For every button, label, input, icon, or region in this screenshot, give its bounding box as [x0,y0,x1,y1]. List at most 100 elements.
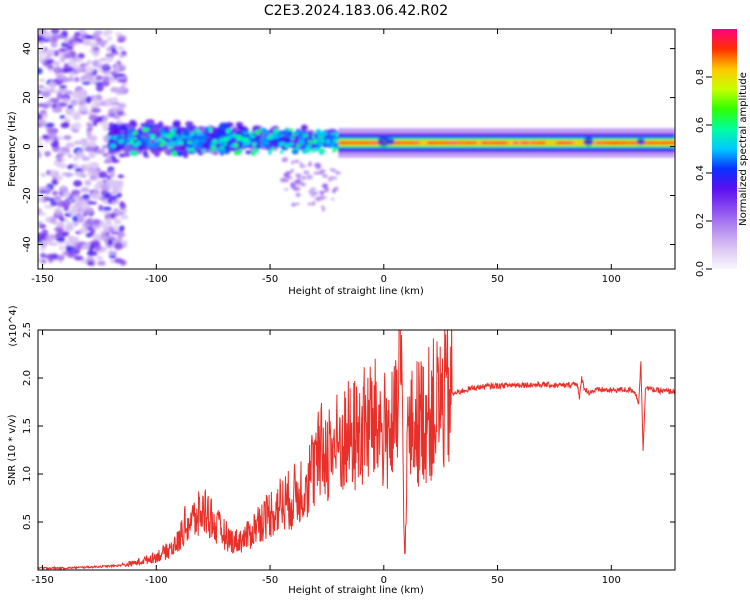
heatmap-cell [55,136,65,140]
heatmap-cell [325,139,331,145]
heatmap-cell [78,104,88,113]
heatmap-cell [110,143,117,149]
heatmap-cell [58,245,66,251]
heatmap-cell [59,102,68,107]
heatmap-cell [316,134,322,137]
heatmap-cell [112,96,119,105]
heatmap-cell [56,255,65,261]
heatmap-cell [98,204,104,212]
heatmap-cell [68,238,76,244]
heatmap-cell [159,143,165,147]
heatmap-cell [73,172,80,176]
heatmap-cell [109,75,115,84]
spectrogram-frame [37,28,676,270]
heatmap-cell [301,175,307,180]
heatmap-cell [321,131,328,137]
heatmap-cell [63,135,72,141]
heatmap-cell [348,141,357,145]
heatmap-cell [320,169,326,173]
heatmap-cell [458,141,469,145]
heatmap-cell [83,38,92,47]
heatmap-cell [66,45,74,51]
heatmap-cell [65,172,73,177]
heatmap-cell [88,151,97,159]
heatmap-cell [69,71,75,78]
heatmap-cell [81,223,91,228]
heatmap-cell [95,255,104,261]
heatmap-cell [80,207,87,215]
heatmap-cell [319,191,325,197]
heatmap-cell [48,88,56,94]
heatmap-cell [179,146,189,151]
heatmap-cell [142,150,148,157]
heatmap-cell [89,41,99,49]
heatmap-cell [56,74,67,81]
heatmap-cell [287,130,294,135]
heatmap-cell [96,102,102,107]
heatmap-cell [186,146,190,150]
heatmap-cell [665,141,675,145]
snr-y-tick-label: 1.5 [22,418,33,434]
heatmap-cell [43,204,54,209]
heatmap-cell [107,250,116,256]
heatmap-cell [186,140,193,145]
heatmap-cell [447,141,459,145]
heatmap-cell [333,176,337,181]
heatmap-cell [90,239,101,246]
heatmap-cell [127,132,134,138]
heatmap-cell [45,234,55,242]
heatmap-cell [72,215,79,222]
heatmap-cell [260,141,267,149]
heatmap-cell [494,141,502,145]
spectrogram-x-label: Height of straight line (km) [288,286,424,297]
spectrogram-y-tick-label: 40 [22,42,33,55]
heatmap-cell [224,150,230,154]
heatmap-cell [158,121,164,128]
heatmap-cell [129,119,137,125]
heatmap-cell [230,144,236,147]
heatmap-cell [296,173,302,179]
heatmap-cell [38,139,42,144]
heatmap-cell [167,142,173,148]
heatmap-cell [333,147,340,151]
heatmap-cell [77,214,84,221]
colorbar-tick-label: 0.8 [695,69,706,85]
heatmap-cell [91,33,101,38]
heatmap-cell [249,135,256,138]
heatmap-cell [331,197,335,201]
heatmap-cell [108,138,115,145]
heatmap-cell [49,81,56,87]
heatmap-cell [56,92,63,100]
heatmap-cell [95,75,103,81]
heatmap-cell [130,139,134,145]
heatmap-cell [99,57,108,62]
heatmap-cell [50,29,60,35]
heatmap-cell [85,96,92,104]
heatmap-cell [317,137,324,142]
heatmap-cell [298,139,305,144]
heatmap-cell [291,202,296,207]
heatmap-cell [51,178,59,186]
heatmap-cell [86,59,92,65]
heatmap-cell [594,141,605,145]
heatmap-cell [119,134,125,139]
heatmap-cell [524,141,529,145]
heatmap-cell [290,183,295,187]
heatmap-cell [267,142,276,146]
heatmap-cell [38,223,46,229]
heatmap-cell [63,63,70,70]
heatmap-cell [310,149,317,153]
heatmap-cell [293,186,301,192]
heatmap-cell [177,151,184,157]
heatmap-cell [620,141,630,145]
heatmap-cell [119,225,125,231]
heatmap-cell [106,182,116,187]
heatmap-cell [583,137,594,146]
heatmap-cell [102,117,108,123]
heatmap-cell [294,180,298,183]
heatmap-cell [314,197,322,202]
heatmap-cell [172,120,181,127]
heatmap-cell [59,85,67,89]
snr-x-tick-label: 100 [602,575,621,586]
heatmap-cell [145,119,155,125]
